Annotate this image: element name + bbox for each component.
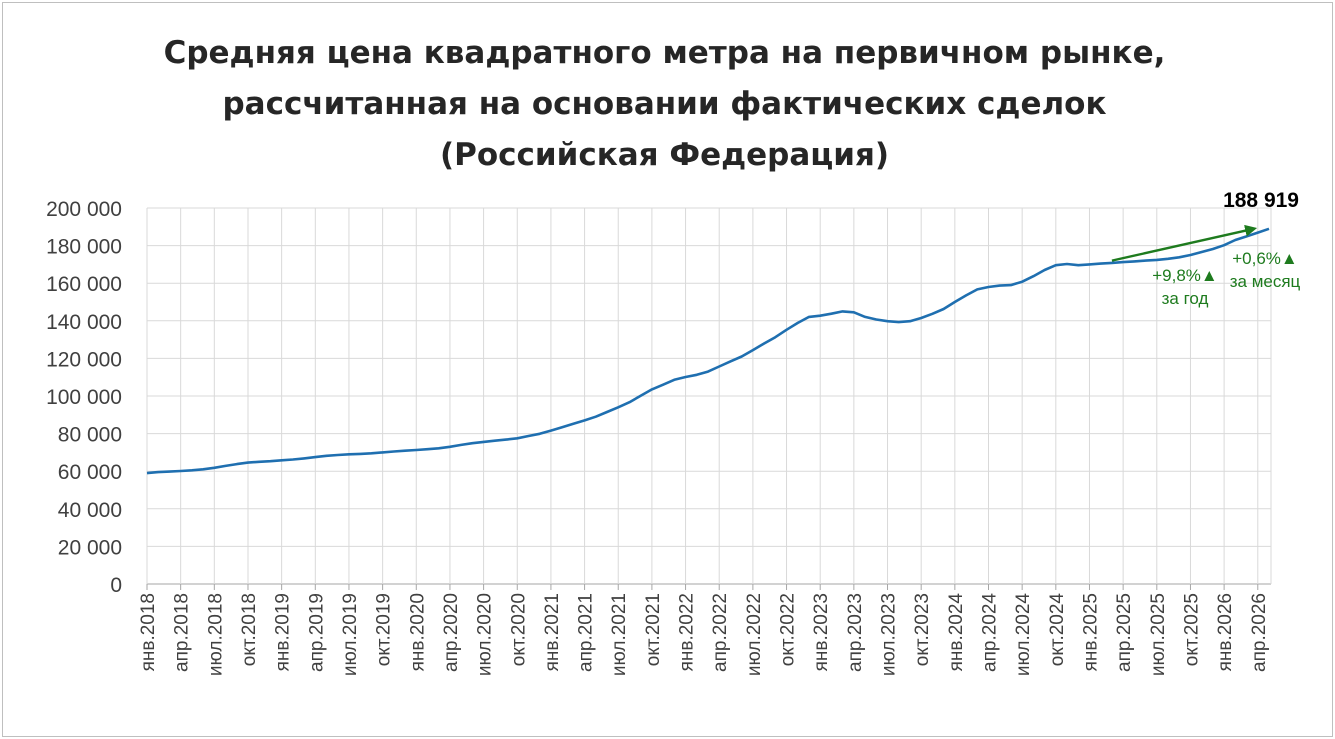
y-tick-label: 40 000 bbox=[58, 499, 122, 522]
x-tick-label: окт.2025 bbox=[1181, 593, 1202, 666]
chart-title-line-1: Средняя цена квадратного метра на первич… bbox=[163, 35, 1166, 71]
x-tick-label: апр.2026 bbox=[1249, 593, 1270, 672]
x-tick-label: июл.2019 bbox=[340, 593, 361, 676]
x-tick-label: янв.2024 bbox=[946, 593, 967, 672]
x-tick-label: окт.2023 bbox=[912, 593, 933, 666]
x-tick-label: окт.2018 bbox=[239, 593, 260, 666]
trend-arrow bbox=[1111, 224, 1258, 262]
y-tick-label: 180 000 bbox=[46, 236, 122, 259]
x-tick-label: окт.2021 bbox=[643, 593, 664, 666]
x-tick-label: июл.2023 bbox=[879, 593, 900, 676]
x-tick-label: апр.2019 bbox=[306, 593, 327, 672]
x-tick-label: янв.2025 bbox=[1080, 593, 1101, 671]
x-tick-label: окт.2022 bbox=[778, 593, 799, 666]
y-tick-label: 120 000 bbox=[46, 348, 122, 371]
x-tick-label: апр.2021 bbox=[576, 593, 597, 672]
price-series-line bbox=[146, 227, 1270, 475]
y-tick-label: 80 000 bbox=[58, 424, 122, 447]
annotation-year-line-1: +9,8%▲ bbox=[1152, 266, 1218, 285]
x-tick-label: янв.2022 bbox=[677, 593, 698, 671]
x-tick-label: янв.2020 bbox=[407, 593, 428, 671]
x-tick-label: июл.2024 bbox=[1013, 593, 1034, 677]
series-layer bbox=[146, 224, 1270, 475]
annotation-month-line-2: за месяц bbox=[1230, 272, 1301, 291]
x-tick-label: янв.2019 bbox=[273, 593, 294, 671]
y-tick-label: 140 000 bbox=[46, 311, 122, 334]
x-tick-label: янв.2026 bbox=[1215, 593, 1236, 671]
x-tick-label: янв.2021 bbox=[542, 593, 563, 671]
y-tick-label: 160 000 bbox=[46, 273, 122, 296]
y-tick-label: 200 000 bbox=[46, 198, 122, 221]
x-tick-label: июл.2025 bbox=[1148, 593, 1169, 676]
annotations: 188 919 +9,8%▲ за год +0,6%▲ за месяц bbox=[1152, 189, 1300, 308]
chart-title-line-3: (Российская Федерация) bbox=[439, 137, 890, 173]
y-tick-label: 0 bbox=[110, 574, 122, 597]
x-tick-label: апр.2022 bbox=[710, 593, 731, 672]
x-tick-label: апр.2023 bbox=[845, 593, 866, 672]
x-tick-label: июл.2021 bbox=[609, 593, 630, 676]
y-tick-label: 60 000 bbox=[58, 461, 122, 484]
x-tick-label: июл.2022 bbox=[744, 593, 765, 676]
x-tick-label: апр.2025 bbox=[1114, 593, 1135, 672]
y-tick-label: 20 000 bbox=[58, 536, 122, 559]
annotation-year-line-2: за год bbox=[1162, 289, 1209, 308]
gridlines bbox=[146, 207, 1272, 590]
x-tick-label: окт.2020 bbox=[508, 593, 529, 666]
x-tick-label: июл.2018 bbox=[205, 593, 226, 676]
chart-title-line-2: рассчитанная на основании фактических сд… bbox=[222, 86, 1107, 122]
y-axis: 0 20 000 40 000 60 000 80 000 100 000 120 000 1… bbox=[46, 198, 122, 597]
chart-title: Средняя цена квадратного метра на первич… bbox=[0, 28, 1329, 181]
x-tick-label: июл.2020 bbox=[475, 593, 496, 676]
y-tick-label: 100 000 bbox=[46, 386, 122, 409]
x-axis: янв.2018 апр.2018 июл.2018 окт.2018 янв.2019… bbox=[138, 593, 1270, 677]
x-tick-label: окт.2024 bbox=[1047, 593, 1068, 667]
last-value-label: 188 919 bbox=[1223, 189, 1299, 212]
annotation-month-line-1: +0,6%▲ bbox=[1232, 249, 1298, 268]
x-tick-label: янв.2023 bbox=[811, 593, 832, 671]
x-tick-label: апр.2024 bbox=[980, 593, 1001, 672]
x-tick-label: апр.2020 bbox=[441, 593, 462, 672]
x-tick-label: окт.2019 bbox=[374, 593, 395, 666]
x-tick-label: апр.2018 bbox=[172, 593, 193, 672]
x-tick-label: янв.2018 bbox=[138, 593, 159, 671]
